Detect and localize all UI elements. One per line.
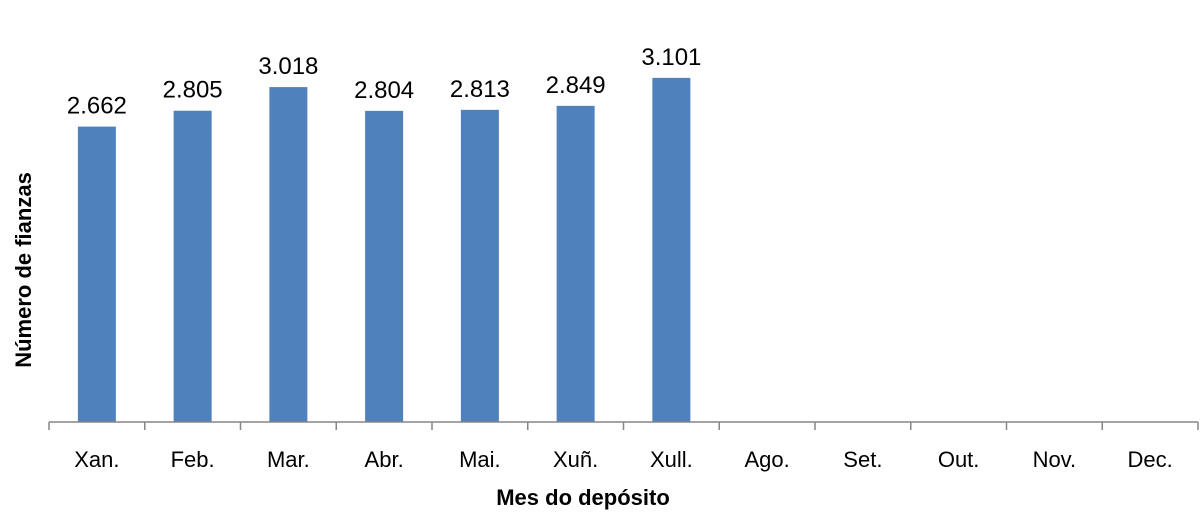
x-tick-label: Xuñ.: [553, 447, 598, 472]
x-tick-label: Mai.: [459, 447, 501, 472]
x-axis-title: Mes do depósito: [496, 485, 670, 510]
bar-value-label: 2.805: [163, 77, 223, 104]
data-labels-group: 2.662 2.805 3.018 2.804 2.813 2.849 3.101: [67, 44, 702, 120]
bar-value-label: 3.018: [258, 53, 318, 80]
x-tick-label: Xan.: [74, 447, 119, 472]
bar: [652, 77, 691, 422]
x-tick-label: Feb.: [171, 447, 215, 472]
bar: [173, 110, 212, 423]
bar-value-label: 3.101: [641, 44, 701, 71]
bar-value-label: 2.662: [67, 93, 127, 120]
bar: [460, 109, 499, 422]
bar: [269, 87, 308, 422]
x-tick-label: Xull.: [650, 447, 693, 472]
x-tick-label: Ago.: [744, 447, 789, 472]
x-tick-labels-group: Xan. Feb. Mar. Abr. Mai. Xuñ. Xull. Ago. Set. Out…: [74, 447, 1173, 472]
x-ticks-group: [48, 422, 1199, 430]
bar-value-label: 2.813: [450, 76, 510, 103]
x-tick-label: Abr.: [365, 447, 404, 472]
x-tick-label: Nov.: [1033, 447, 1077, 472]
bar-value-label: 2.849: [546, 72, 606, 99]
x-tick-label: Mar.: [267, 447, 310, 472]
x-tick-label: Set.: [843, 447, 882, 472]
y-axis-title: Número de fianzas: [11, 172, 36, 368]
bar-value-label: 2.804: [354, 77, 414, 104]
bar: [77, 126, 116, 422]
x-tick-label: Out.: [938, 447, 980, 472]
bars-group: [77, 77, 691, 423]
x-tick-label: Dec.: [1128, 447, 1173, 472]
bar: [365, 110, 404, 423]
bar: [556, 105, 595, 422]
